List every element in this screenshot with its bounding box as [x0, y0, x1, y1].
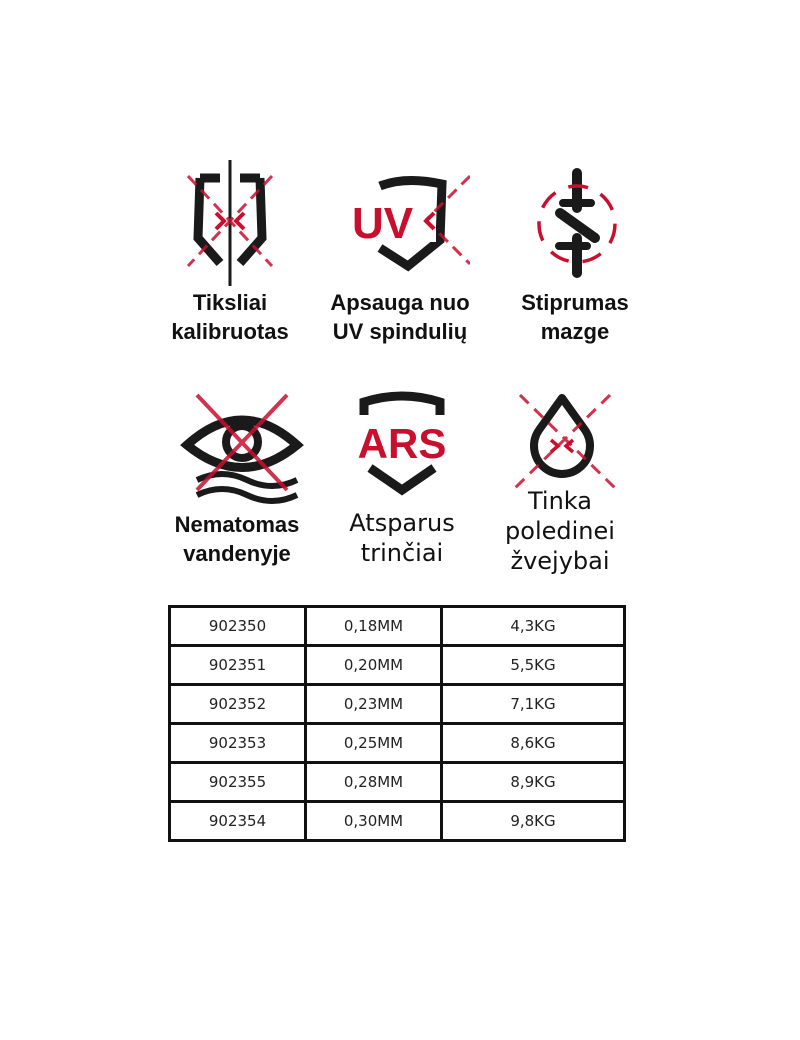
feature-label: Apsauga nuo UV spindulių: [320, 288, 480, 346]
diameter-cell: 0,28MM: [304, 761, 443, 803]
label-line: kalibruotas: [171, 319, 289, 344]
product-code-cell: 902352: [168, 683, 307, 725]
diameter-cell: 0,25MM: [304, 722, 443, 764]
table-row: 902352 0,23MM 7,1KG: [168, 683, 626, 725]
feature-invisible-in-water: Nematomas vandenyje: [157, 390, 317, 568]
knot-strength-icon: [537, 168, 617, 278]
strength-cell: 5,5KG: [440, 644, 626, 686]
ars-shield-icon: ARS: [358, 391, 447, 496]
label-line: UV spindulių: [332, 319, 468, 344]
strength-cell: 7,1KG: [440, 683, 626, 725]
label-line: poledinei: [505, 517, 615, 545]
feature-calibrated: Tiksliai kalibruotas: [150, 158, 310, 346]
invisible-eye-water-icon: [180, 393, 304, 504]
label-line: mazge: [540, 319, 610, 344]
label-line: Tinka: [528, 487, 592, 515]
strength-cell: 8,9KG: [440, 761, 626, 803]
product-code-cell: 902351: [168, 644, 307, 686]
label-line: Tiksliai: [192, 290, 268, 315]
table-row: 902351 0,20MM 5,5KG: [168, 644, 626, 686]
feature-label: Atsparus trinčiai: [322, 508, 482, 568]
product-code-cell: 902350: [168, 605, 307, 647]
product-code-cell: 902354: [168, 800, 307, 842]
feature-uv: UV Apsauga nuo UV spindulių: [320, 158, 480, 346]
product-code-cell: 902355: [168, 761, 307, 803]
diameter-cell: 0,23MM: [304, 683, 443, 725]
ars-badge: ARS: [358, 420, 447, 467]
feature-abrasion-resistant: ARS Atsparus trinčiai: [322, 390, 482, 568]
feature-knot-strength: Stiprumas mazge: [495, 158, 655, 346]
label-line: vandenyje: [183, 541, 291, 566]
diameter-cell: 0,18MM: [304, 605, 443, 647]
label-line: Stiprumas: [521, 290, 629, 315]
diameter-cell: 0,20MM: [304, 644, 443, 686]
label-line: Apsauga nuo: [330, 290, 470, 315]
uv-badge: UV: [352, 199, 414, 248]
strength-cell: 9,8KG: [440, 800, 626, 842]
table-row: 902350 0,18MM 4,3KG: [168, 605, 626, 647]
feature-ice-fishing: Tinka poledinei žvejybai: [480, 390, 640, 576]
strength-cell: 4,3KG: [440, 605, 626, 647]
specs-table: 902350 0,18MM 4,3KG 902351 0,20MM 5,5KG 902352…: [168, 605, 626, 842]
strength-cell: 8,6KG: [440, 722, 626, 764]
table-row: 902355 0,28MM 8,9KG: [168, 761, 626, 803]
label-line: Nematomas: [174, 512, 300, 537]
label-line: žvejybai: [510, 547, 610, 575]
feature-label: Tinka poledinei žvejybai: [480, 486, 640, 576]
feature-label: Stiprumas mazge: [495, 288, 655, 346]
ice-drop-icon: [513, 393, 617, 490]
diameter-cell: 0,30MM: [304, 800, 443, 842]
feature-label: Tiksliai kalibruotas: [150, 288, 310, 346]
label-line: Atsparus: [349, 509, 455, 537]
uv-shield-icon: UV: [344, 174, 470, 272]
table-row: 902353 0,25MM 8,6KG: [168, 722, 626, 764]
table-row: 902354 0,30MM 9,8KG: [168, 800, 626, 842]
calibration-shield-icon: [186, 160, 274, 286]
label-line: trinčiai: [360, 539, 444, 567]
feature-label: Nematomas vandenyje: [157, 510, 317, 568]
product-code-cell: 902353: [168, 722, 307, 764]
